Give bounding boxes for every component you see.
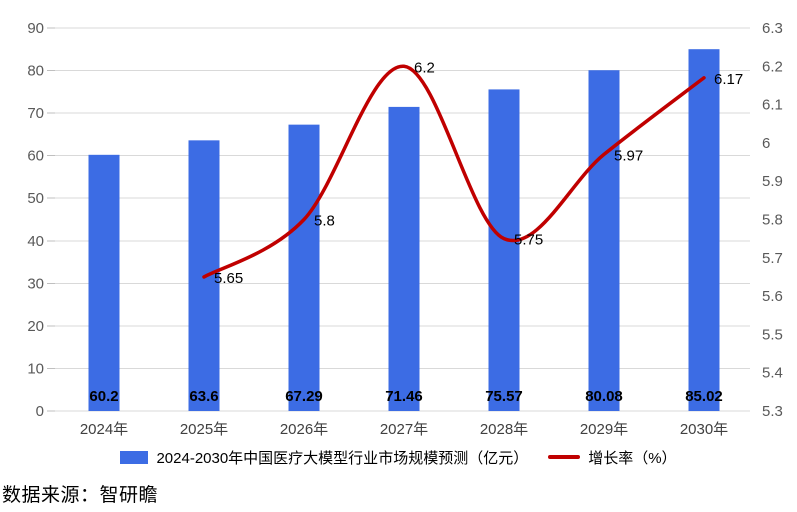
right-axis-label: 5.3: [762, 403, 783, 420]
left-axis-label: 90: [27, 20, 44, 37]
line-value-label: 6.17: [714, 71, 743, 88]
left-axis-label: 70: [27, 105, 44, 122]
bar-value-label: 71.46: [385, 388, 423, 405]
right-axis-label: 5.8: [762, 212, 783, 229]
line-value-label: 5.97: [614, 147, 643, 164]
bar-2030年: [688, 49, 720, 412]
x-axis-label: 2026年: [280, 421, 328, 438]
legend: 2024-2030年中国医疗大模型行业市场规模预测（亿元） 增长率（%）: [0, 446, 797, 468]
bar-2028年: [488, 89, 520, 412]
right-axis-label: 5.5: [762, 326, 783, 343]
left-axis-label: 60: [27, 148, 44, 165]
left-axis-label: 10: [27, 360, 44, 377]
x-axis-label: 2024年: [80, 421, 128, 438]
bar-2026年: [288, 124, 320, 411]
left-axis-label: 40: [27, 233, 44, 250]
legend-line-swatch: [548, 455, 581, 459]
bar-value-label: 75.57: [485, 388, 523, 405]
left-axis-label: 20: [27, 318, 44, 335]
bar-value-label: 63.6: [189, 388, 218, 405]
right-axis-label: 6.1: [762, 97, 783, 114]
line-value-label: 5.65: [214, 270, 243, 287]
x-axis-label: 2030年: [680, 421, 728, 438]
right-axis-label: 6.2: [762, 58, 783, 75]
combo-chart: 0 10 20 30 40 50 60 70 80 90 5.3 5.4 5.5 5.6 5.7 5.8 5.9…: [27, 20, 783, 438]
x-axis-label: 2029年: [580, 421, 628, 438]
left-axis-label: 80: [27, 63, 44, 80]
bar-2024年: [88, 154, 120, 411]
line-value-label: 6.2: [414, 59, 435, 76]
right-axis-label: 6.3: [762, 20, 783, 37]
data-source-text: 数据来源：智研瞻: [2, 485, 159, 506]
legend-bar-swatch: [120, 450, 149, 464]
x-axis-label: 2025年: [180, 421, 228, 438]
bar-2029年: [588, 70, 620, 411]
right-axis-label: 5.9: [762, 173, 783, 190]
right-axis-label: 6: [762, 135, 770, 152]
growth-rate-line: [202, 64, 706, 279]
right-axis-label: 5.7: [762, 250, 783, 267]
line-value-label: 5.75: [514, 232, 543, 249]
bar-value-label: 80.08: [585, 388, 623, 405]
right-axis-label: 5.6: [762, 288, 783, 305]
bar-value-label: 67.29: [285, 388, 323, 405]
left-axis-label: 50: [27, 190, 44, 207]
bar-2027年: [388, 106, 420, 411]
line-value-label: 5.8: [314, 213, 335, 230]
left-axis-label: 0: [36, 403, 44, 420]
legend-bar-label: 2024-2030年中国医疗大模型行业市场规模预测（亿元）: [156, 449, 529, 467]
x-axis-label: 2028年: [480, 421, 528, 438]
chart-canvas: 0 10 20 30 40 50 60 70 80 90 5.3 5.4 5.5 5.6 5.7 5.8 5.9…: [27, 20, 783, 438]
bar-value-label: 85.02: [685, 388, 723, 405]
right-axis-label: 5.4: [762, 365, 783, 382]
bar-value-label: 60.2: [89, 388, 118, 405]
left-axis-label: 30: [27, 275, 44, 292]
x-axis-label: 2027年: [380, 421, 428, 438]
legend-line-label: 增长率（%）: [588, 449, 677, 467]
